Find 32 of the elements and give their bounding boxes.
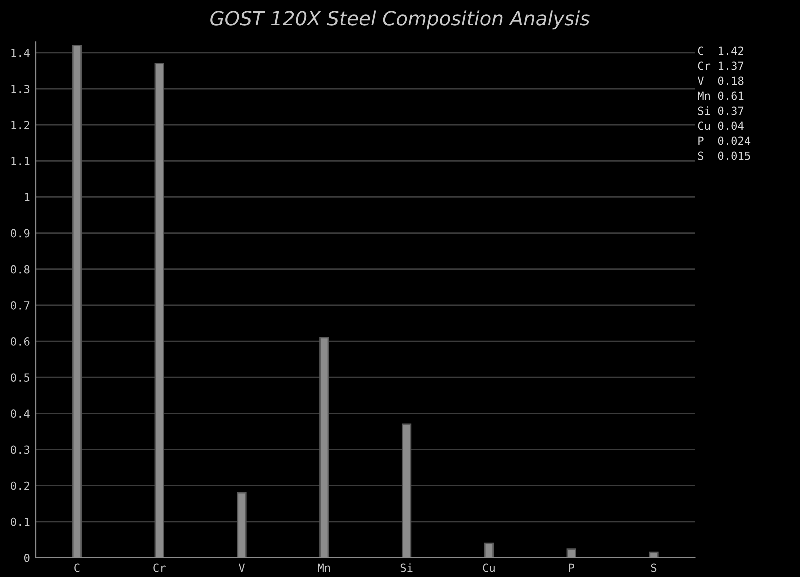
y-tick-label: 0.9 <box>11 229 30 238</box>
y-tick-label: 1.3 <box>12 85 30 94</box>
x-tick-label: P <box>569 564 574 572</box>
y-tick-label: 0.2 <box>11 482 30 490</box>
y-tick-label: 1 <box>25 193 30 202</box>
x-tick-label: S <box>651 564 657 572</box>
y-tick-label: 1.1 <box>12 157 30 166</box>
text: Si 0.37 <box>698 106 744 116</box>
y-tick-label: 0.3 <box>11 446 30 454</box>
x-tick-label: V <box>238 564 246 572</box>
x-tick-label: C <box>74 564 80 572</box>
y-tick-label: 1.4 <box>12 49 30 58</box>
y-tick-label: 0.5 <box>11 374 30 382</box>
y-tick-label: 0.1 <box>11 518 30 526</box>
chart-title: GOST 120X Steel Composition Analysis <box>210 10 590 30</box>
y-tick-label: 1.2 <box>12 121 30 130</box>
x-tick-label: Cu <box>483 564 495 572</box>
text: Mn 0.61 <box>698 92 744 100</box>
text: Cu 0.04 <box>698 122 744 130</box>
x-tick-label: Cr <box>154 564 166 572</box>
text: Cr 1.37 <box>698 62 744 70</box>
text: P 0.024 <box>698 136 751 146</box>
y-tick-label: 0 <box>24 554 30 562</box>
text: V 0.18 <box>698 76 744 86</box>
y-tick-label: 0.6 <box>11 338 30 346</box>
text: S 0.015 <box>698 152 750 160</box>
y-tick-label: 0.4 <box>11 410 30 418</box>
text: C 1.42 <box>698 46 744 56</box>
x-tick-label: Si <box>400 564 413 572</box>
y-tick-label: 0.7 <box>11 301 30 310</box>
y-tick-label: 0.8 <box>11 265 30 274</box>
x-tick-label: Mn <box>318 564 330 572</box>
